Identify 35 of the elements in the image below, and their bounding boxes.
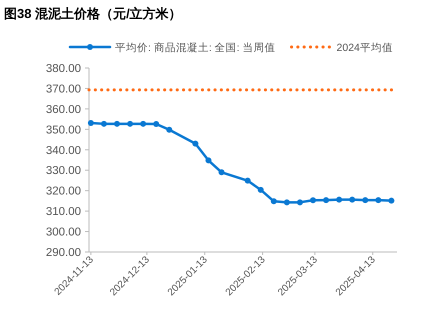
point [323,197,330,204]
point [153,121,160,128]
point [218,169,225,176]
point [140,120,146,127]
y-tick-label: 310.00 [46,206,81,218]
y-tick-label: 370.00 [46,83,81,96]
y-tick-label: 360.00 [46,104,81,116]
point [349,196,356,203]
point [388,198,394,204]
point [362,197,368,204]
point [166,126,172,133]
y-tick-label: 320.00 [46,186,81,198]
y-tick-label: 300.00 [46,226,81,239]
point [114,120,120,127]
y-tick-label: 330.00 [46,165,81,178]
y-tick-label: 290.00 [46,247,81,259]
y-tick-label: 380.00 [46,63,81,75]
legend-label: 2024平均值 [336,42,393,54]
point [284,199,290,206]
point [336,196,342,203]
point [244,178,251,184]
point [88,120,94,126]
point [127,120,134,127]
chart-title: 图38 混泥土价格（元/立方米） [4,6,182,21]
point [100,120,107,127]
point [192,140,198,147]
point [375,197,382,204]
point [296,199,303,206]
y-tick-label: 350.00 [46,124,81,136]
y-tick-label: 340.00 [46,144,81,157]
point [205,157,212,164]
point [258,186,264,193]
legend-label: 平均价: 商品混凝土: 全国: 当周值 [115,41,276,54]
point [310,197,316,204]
point [270,198,277,204]
